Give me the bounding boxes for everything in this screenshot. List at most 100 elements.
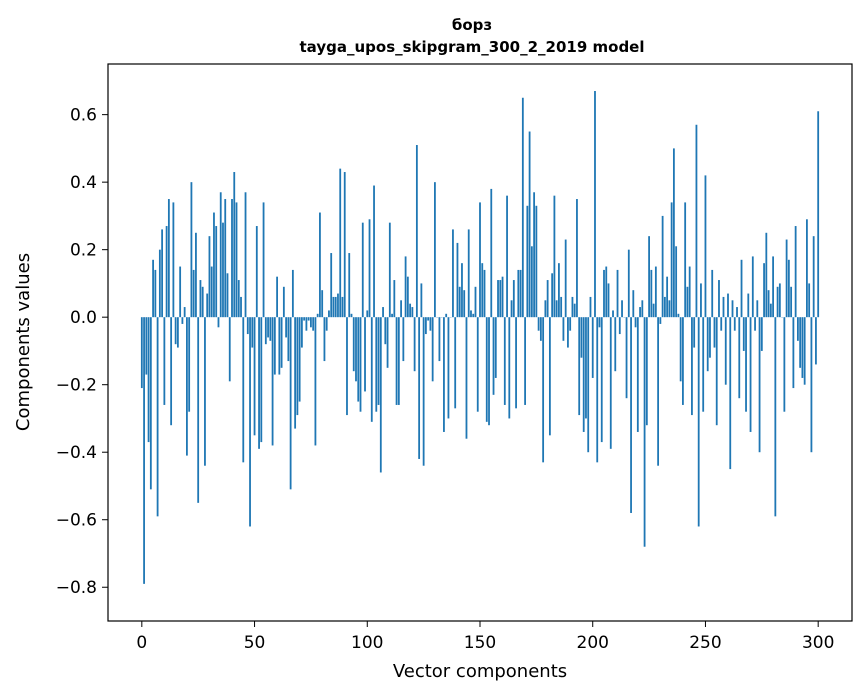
y-tick-label: 0.0 (70, 308, 97, 328)
bar (192, 269, 195, 318)
bar (706, 317, 709, 372)
bar (357, 317, 360, 402)
bar (787, 259, 790, 318)
bar (452, 229, 454, 318)
bar (733, 317, 736, 331)
bar (323, 317, 326, 362)
plot-frame (107, 63, 853, 622)
bar (474, 286, 477, 318)
x-axis-ticks: 0 50 100 150 200 250 300 (136, 621, 834, 653)
bar (307, 317, 310, 321)
bar (276, 276, 278, 318)
bar (774, 317, 777, 517)
bar (736, 307, 738, 318)
y-tick-label: 0.4 (70, 173, 97, 193)
bar (783, 317, 786, 412)
bar (537, 317, 540, 331)
bar (379, 317, 382, 473)
bar (524, 317, 526, 405)
bar (456, 242, 459, 318)
bar (756, 300, 759, 318)
bar (278, 317, 281, 375)
bar (528, 131, 531, 318)
bar (199, 280, 202, 318)
bar (215, 226, 218, 318)
bar (709, 317, 711, 358)
bar (792, 317, 795, 389)
bar (648, 236, 650, 318)
bar (535, 205, 538, 318)
bar (488, 317, 490, 426)
bar (573, 303, 576, 318)
bar (273, 317, 276, 375)
y-tick-label: −0.8 (56, 578, 97, 598)
bar (454, 317, 457, 409)
bar (659, 317, 662, 324)
bar (760, 317, 763, 351)
bar (222, 222, 224, 318)
bar (684, 202, 687, 318)
bar (745, 317, 747, 412)
bar (508, 317, 511, 419)
bar (799, 317, 802, 368)
bar (341, 296, 344, 318)
bar (226, 273, 229, 318)
bar (352, 317, 355, 372)
bar (778, 283, 781, 318)
bar (443, 317, 445, 432)
bar (790, 286, 793, 318)
bar (492, 317, 495, 395)
bar (512, 280, 515, 318)
bar (404, 256, 407, 318)
bar (521, 97, 524, 318)
bar (328, 310, 330, 318)
bar (476, 317, 479, 412)
bar (289, 317, 292, 490)
bar (585, 317, 587, 419)
bar (607, 283, 610, 318)
bar (742, 317, 745, 351)
bar (682, 317, 684, 405)
bar (472, 313, 475, 318)
bar (391, 313, 393, 318)
bar (483, 269, 486, 318)
bar (287, 317, 290, 362)
bar (785, 239, 788, 318)
bar (600, 317, 603, 443)
bar (546, 280, 549, 318)
bar (244, 192, 247, 318)
bar (264, 317, 267, 345)
bar (170, 317, 173, 426)
bar (720, 317, 723, 331)
bar (343, 172, 346, 318)
bar (724, 317, 727, 385)
bar (576, 199, 578, 318)
bar (147, 317, 150, 443)
bar (165, 226, 168, 318)
x-tick-label: 200 (577, 633, 609, 653)
x-tick-label: 50 (244, 633, 266, 653)
bar (562, 317, 565, 341)
bar (776, 286, 779, 318)
bar (767, 290, 770, 318)
bar (485, 317, 488, 422)
bar (470, 310, 472, 318)
bar (503, 317, 506, 405)
bar (409, 303, 412, 318)
bar (190, 182, 193, 318)
bar (718, 280, 720, 318)
bar (377, 317, 380, 405)
bar (740, 259, 743, 318)
bar (434, 182, 436, 318)
bar (616, 269, 619, 318)
bar (796, 317, 799, 341)
bar (627, 249, 630, 318)
bar (413, 317, 416, 372)
bar (542, 317, 545, 463)
bar (686, 286, 689, 318)
bar (494, 317, 497, 378)
bar (219, 192, 222, 318)
bar (652, 303, 655, 318)
bar (386, 317, 389, 368)
bar (731, 300, 734, 318)
